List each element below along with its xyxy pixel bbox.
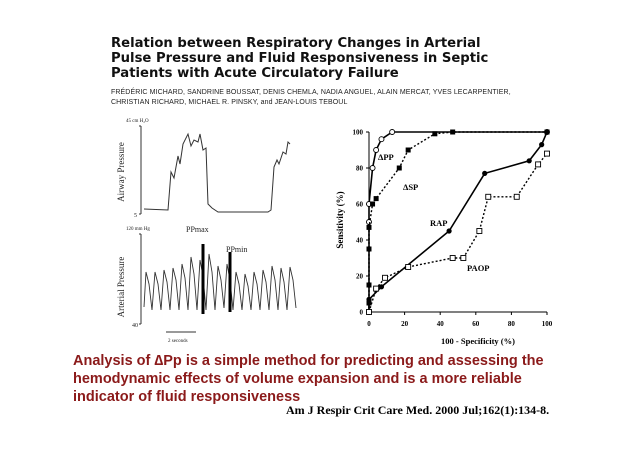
paper-title-line-1: Relation between Respiratory Changes in … xyxy=(111,36,481,51)
series-point-dsp-9 xyxy=(432,131,438,137)
x-tick-label-20: 20 xyxy=(401,320,409,328)
y-tick-label-60: 60 xyxy=(356,201,364,209)
arterial-pressure-axis-label: Arterial Pressure xyxy=(116,257,126,318)
pressure-tracings-figure: Airway Pressure 45 cm H₂O 5 Arterial Pre… xyxy=(116,119,297,344)
series-point-rap-6 xyxy=(539,142,545,148)
series-point-paop-9 xyxy=(535,161,542,168)
series-point-paop-7 xyxy=(485,193,492,200)
x-tick-label-60: 60 xyxy=(472,320,480,328)
time-scale-label: 2 seconds xyxy=(168,339,188,344)
airway-top-tick: 45 cm H₂O xyxy=(126,119,149,124)
arterial-pressure-trace xyxy=(143,253,297,311)
series-point-dpp-5 xyxy=(378,136,385,143)
series-point-paop-2 xyxy=(382,274,388,281)
airway-pressure-axis-label: Airway Pressure xyxy=(116,142,126,202)
series-point-dpp-3 xyxy=(369,165,376,171)
series-point-rap-3 xyxy=(446,228,452,234)
y-tick-label-100: 100 xyxy=(353,129,364,137)
series-point-paop-5 xyxy=(460,255,467,261)
series-point-dsp-10 xyxy=(450,129,456,135)
series-point-rap-5 xyxy=(526,158,532,164)
series-point-rap-1 xyxy=(366,296,372,302)
y-axis-label: Sensitivity (%) xyxy=(335,191,345,248)
caption-line-2: hemodynamic effects of volume expansion … xyxy=(73,371,522,387)
caption-line-3: indicator of fluid responsiveness xyxy=(73,389,301,405)
roc-curve-chart: Sensitivity (%) 100 - Specificity (%) 0 2… xyxy=(335,129,553,347)
y-tick-label-20: 20 xyxy=(356,273,364,281)
y-tick-label-80: 80 xyxy=(356,165,364,173)
caption-line-1: Analysis of ∆Pp is a simple method for p… xyxy=(73,353,544,369)
series-point-rap-4 xyxy=(482,170,488,176)
citation: Am J Respir Crit Care Med. 2000 Jul;162(… xyxy=(286,403,550,417)
x-tick-label-40: 40 xyxy=(437,320,445,328)
series-point-dsp-6 xyxy=(373,196,379,202)
series-point-dsp-4 xyxy=(366,224,372,230)
legend-label-dsp: ΔSP xyxy=(403,182,418,192)
x-tick-label-0: 0 xyxy=(367,320,371,328)
series-point-paop-8 xyxy=(513,193,520,200)
legend-label-rap: RAP xyxy=(430,218,447,228)
series-line-paop xyxy=(368,153,548,313)
x-axis-label: 100 - Specificity (%) xyxy=(441,336,515,346)
series-line-dpp xyxy=(368,131,547,312)
paper-title-line-3: Patients with Acute Circulatory Failure xyxy=(111,66,399,81)
series-point-paop-10 xyxy=(544,150,550,157)
author-line-1: FRÉDÉRIC MICHARD, SANDRINE BOUSSAT, DENI… xyxy=(111,89,511,96)
x-tick-label-100: 100 xyxy=(542,320,553,328)
series-point-paop-0 xyxy=(366,309,372,315)
legend-label-dpp: ΔPP xyxy=(378,152,394,162)
series-point-dpp-6 xyxy=(389,129,396,135)
y-tick-label-40: 40 xyxy=(356,237,364,245)
ppmax-label: PPmax xyxy=(186,225,209,234)
series-point-dsp-2 xyxy=(366,282,372,288)
series-point-dsp-7 xyxy=(396,165,402,171)
airway-bottom-tick: 5 xyxy=(134,213,137,219)
paper-title: Relation between Respiratory Changes in … xyxy=(111,36,531,81)
arterial-bottom-tick: 40 xyxy=(132,323,138,329)
legend-label-paop: PAOP xyxy=(467,263,490,273)
author-list: FRÉDÉRIC MICHARD, SANDRINE BOUSSAT, DENI… xyxy=(111,88,551,108)
series-point-rap-2 xyxy=(378,284,385,290)
series-point-paop-6 xyxy=(476,228,483,234)
series-point-paop-1 xyxy=(373,285,380,292)
series-point-rap-7 xyxy=(544,129,550,135)
ppmin-label: PPmin xyxy=(226,245,247,254)
slide-caption: Analysis of ∆Pp is a simple method for p… xyxy=(73,352,593,406)
series-line-rap xyxy=(368,131,548,312)
series-point-paop-3 xyxy=(405,264,412,270)
x-tick-label-80: 80 xyxy=(508,320,516,328)
airway-pressure-trace xyxy=(143,132,291,213)
y-tick-label-0: 0 xyxy=(360,309,364,317)
author-line-2: CHRISTIAN RICHARD, MICHAEL R. PINSKY, an… xyxy=(111,99,348,106)
series-point-paop-4 xyxy=(449,255,456,261)
series-point-dsp-5 xyxy=(370,201,376,207)
series-point-dsp-8 xyxy=(405,147,411,153)
paper-title-line-2: Pulse Pressure and Fluid Responsiveness … xyxy=(111,51,489,66)
arterial-top-tick: 120 mm Hg xyxy=(126,227,150,232)
series-point-dpp-4 xyxy=(373,147,380,153)
series-line-dsp xyxy=(368,131,547,312)
series-point-dsp-3 xyxy=(366,246,372,252)
